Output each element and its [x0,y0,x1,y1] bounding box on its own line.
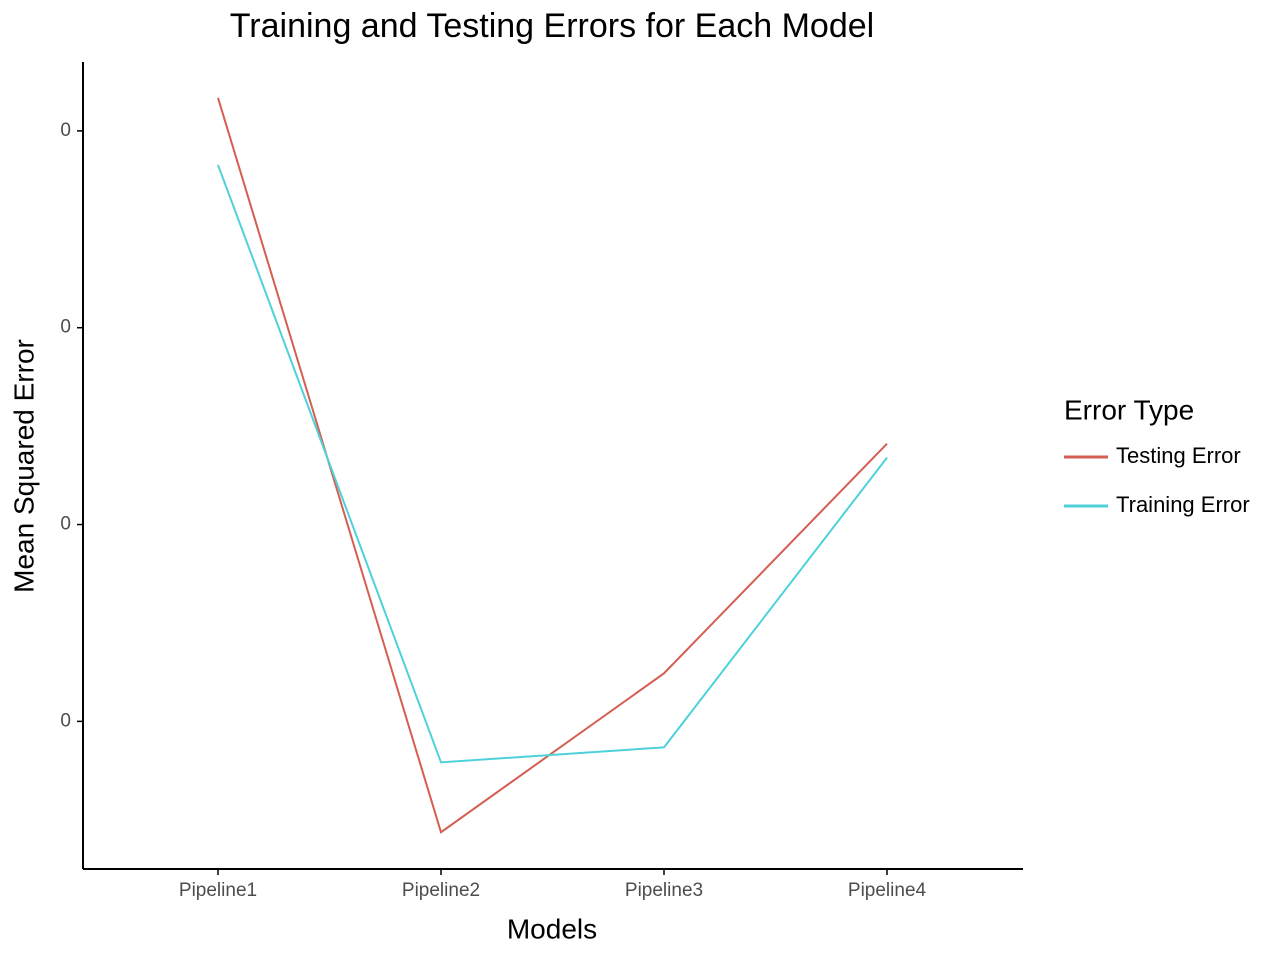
legend-title: Error Type [1064,394,1194,425]
x-tick-label: Pipeline2 [402,880,480,901]
x-axis-label: Models [507,913,597,944]
chart-title: Training and Testing Errors for Each Mod… [230,7,874,45]
x-tick-label: Pipeline4 [848,880,927,901]
x-tick-label: Pipeline3 [625,880,703,901]
legend-label: Testing Error [1116,443,1241,468]
y-tick-label: 0 [60,317,71,338]
x-tick-label: Pipeline1 [179,880,257,901]
y-axis-label: Mean Squared Error [8,339,39,593]
y-tick-label: 0 [60,120,71,141]
y-tick-label: 0 [60,514,71,535]
y-tick-label: 0 [60,710,71,731]
line [217,164,888,764]
legend-label: Training Error [1116,492,1250,517]
line [217,97,888,834]
